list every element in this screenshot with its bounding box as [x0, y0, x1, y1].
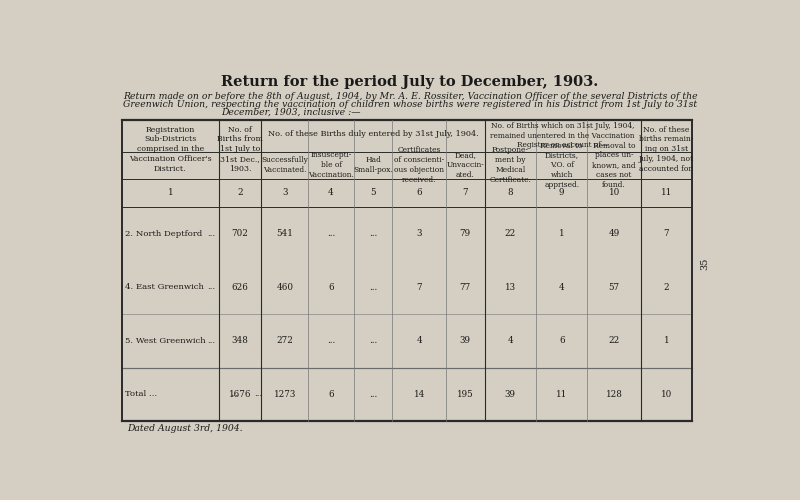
Text: 7: 7 — [663, 230, 670, 238]
Text: 79: 79 — [460, 230, 470, 238]
Text: 1676: 1676 — [229, 390, 251, 399]
Text: No. of Births which on 31st July, 1904,
remained unentered in the Vaccination
Re: No. of Births which on 31st July, 1904, … — [490, 122, 635, 150]
Text: 11: 11 — [661, 188, 672, 198]
Text: 702: 702 — [232, 230, 249, 238]
Text: 14: 14 — [414, 390, 425, 399]
Text: 460: 460 — [277, 283, 294, 292]
Text: ...: ... — [207, 337, 215, 345]
Text: Return made on or before the 8th of August, 1904, by Mr. A. E. Rossiter, Vaccina: Return made on or before the 8th of Augu… — [122, 92, 698, 100]
Text: 77: 77 — [459, 283, 471, 292]
Text: No. of
Births from
1st July to
31st Dec.,
1903.: No. of Births from 1st July to 31st Dec.… — [218, 126, 263, 172]
Text: Dated August 3rd, 1904.: Dated August 3rd, 1904. — [126, 424, 242, 432]
Text: 4: 4 — [328, 188, 334, 198]
Text: 1: 1 — [167, 188, 173, 198]
Text: 57: 57 — [609, 283, 620, 292]
Text: 5: 5 — [370, 188, 376, 198]
Text: 128: 128 — [606, 390, 622, 399]
Text: 2. North Deptford: 2. North Deptford — [126, 230, 202, 238]
Text: 348: 348 — [232, 336, 249, 345]
Text: December, 1903, inclusive :—: December, 1903, inclusive :— — [221, 108, 360, 116]
Text: 1: 1 — [663, 336, 670, 345]
Text: 3: 3 — [282, 188, 288, 198]
Text: 4: 4 — [507, 336, 513, 345]
Text: ...: ... — [230, 390, 238, 398]
Text: 9: 9 — [559, 188, 565, 198]
Text: 2: 2 — [663, 283, 670, 292]
Text: Removal to
places un-
known, and
cases not
found.: Removal to places un- known, and cases n… — [592, 142, 636, 188]
Text: 4: 4 — [559, 283, 565, 292]
Text: ...: ... — [369, 283, 377, 292]
Text: ...: ... — [207, 284, 215, 292]
Text: Greenwich Union, respecting the vaccination of children whose births were regist: Greenwich Union, respecting the vaccinat… — [123, 100, 697, 108]
Text: ...: ... — [207, 230, 215, 238]
Text: 6: 6 — [416, 188, 422, 198]
Text: ...: ... — [369, 230, 377, 238]
Text: 1: 1 — [559, 230, 565, 238]
Text: 626: 626 — [232, 283, 249, 292]
Text: 541: 541 — [277, 230, 294, 238]
Text: Total ...: Total ... — [126, 390, 158, 398]
Text: 22: 22 — [609, 336, 620, 345]
Text: 35: 35 — [701, 258, 710, 270]
Text: 2: 2 — [238, 188, 243, 198]
Text: Registration
Sub-Districts
comprised in the
Vaccination Officer's
District.: Registration Sub-Districts comprised in … — [129, 126, 211, 172]
Text: 5. West Greenwich: 5. West Greenwich — [126, 337, 206, 345]
Text: Certificates
of conscienti-
ous objection
received.: Certificates of conscienti- ous objectio… — [394, 146, 444, 184]
Text: 195: 195 — [457, 390, 474, 399]
Text: Had
Small-pox.: Had Small-pox. — [353, 156, 393, 174]
Text: Removal to
Districts,
V.O. of
which
apprised.: Removal to Districts, V.O. of which appr… — [541, 142, 583, 188]
Text: 49: 49 — [609, 230, 620, 238]
Text: 8: 8 — [507, 188, 513, 198]
Text: Insuscepti-
ble of
Vaccination.: Insuscepti- ble of Vaccination. — [308, 152, 354, 179]
Text: Postpone-
ment by
Medical
Certificate.: Postpone- ment by Medical Certificate. — [490, 146, 531, 184]
Text: 6: 6 — [328, 283, 334, 292]
Text: ...: ... — [254, 390, 262, 398]
Text: No. of these
births remain-
ing on 31st
July, 1904, not
accounted for.: No. of these births remain- ing on 31st … — [639, 126, 694, 172]
Text: ...: ... — [369, 336, 377, 345]
Text: 4: 4 — [416, 336, 422, 345]
Text: 11: 11 — [556, 390, 567, 399]
Text: 3: 3 — [416, 230, 422, 238]
Text: 10: 10 — [661, 390, 672, 399]
Text: 6: 6 — [328, 390, 334, 399]
Text: 7: 7 — [416, 283, 422, 292]
Text: 22: 22 — [505, 230, 516, 238]
Text: 13: 13 — [505, 283, 516, 292]
Text: 1273: 1273 — [274, 390, 296, 399]
Text: 7: 7 — [462, 188, 468, 198]
Text: 10: 10 — [609, 188, 620, 198]
Text: 272: 272 — [277, 336, 294, 345]
Text: 39: 39 — [505, 390, 516, 399]
Text: Return for the period July to December, 1903.: Return for the period July to December, … — [222, 76, 598, 90]
Text: No. of these Births duly entered by 31st July, 1904.: No. of these Births duly entered by 31st… — [268, 130, 478, 138]
Text: Dead,
Unvaccin-
ated.: Dead, Unvaccin- ated. — [446, 152, 484, 179]
Text: ...: ... — [327, 336, 335, 345]
Text: ...: ... — [327, 230, 335, 238]
Text: 4. East Greenwich: 4. East Greenwich — [126, 284, 204, 292]
Text: 39: 39 — [460, 336, 470, 345]
Text: Successfully
Vaccinated.: Successfully Vaccinated. — [262, 156, 309, 174]
Text: 6: 6 — [559, 336, 565, 345]
Text: ...: ... — [369, 390, 377, 399]
